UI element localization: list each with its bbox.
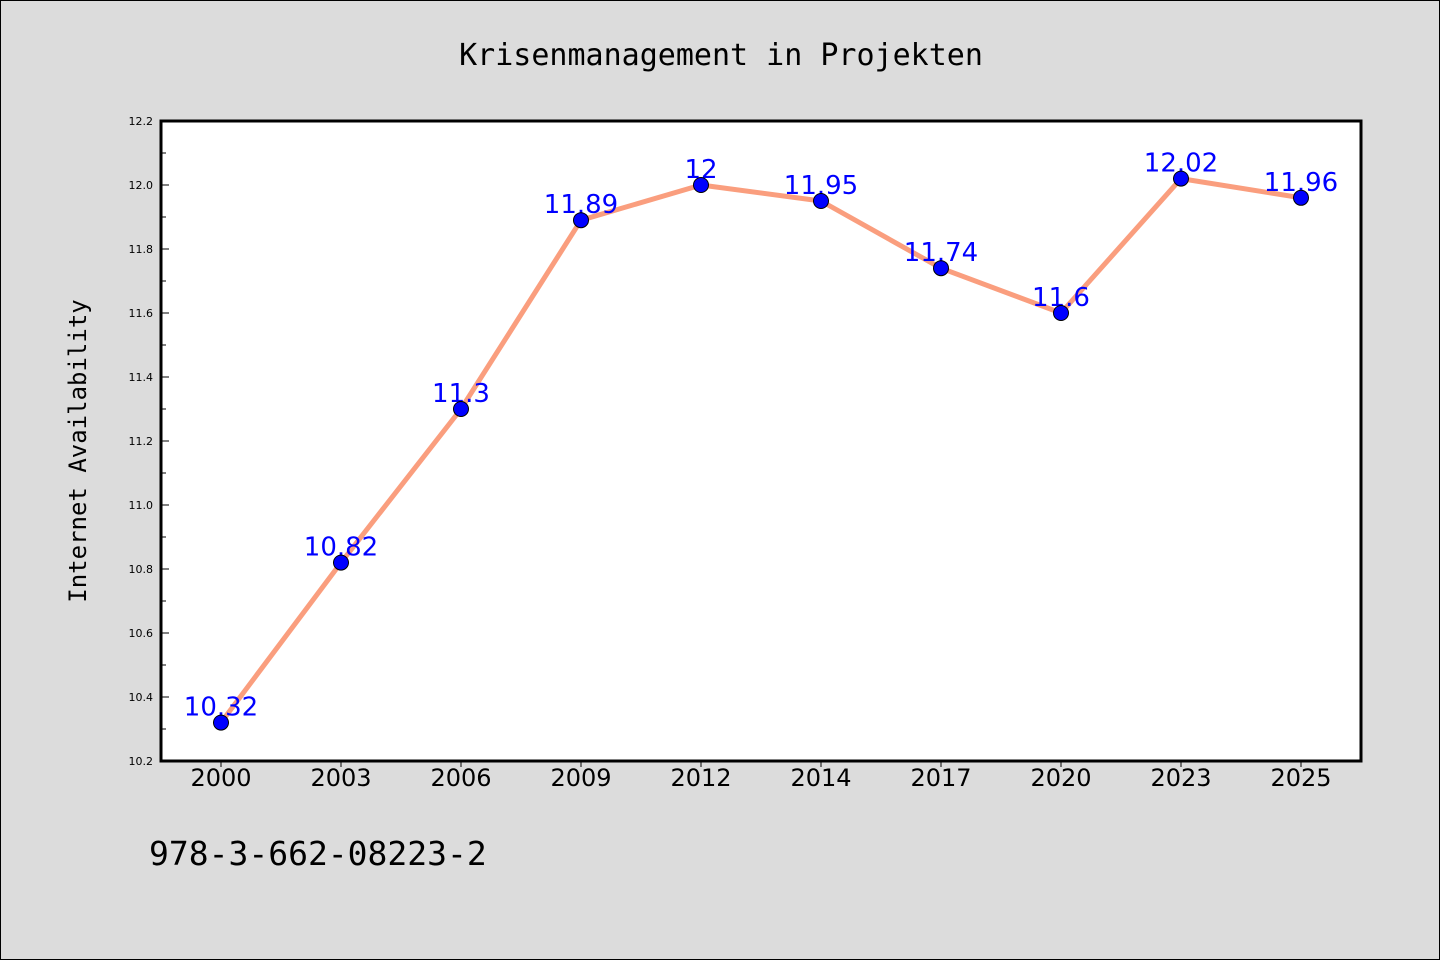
y-axis-label: Internet Availability	[64, 299, 92, 602]
y-tick-label: 11.8	[129, 243, 154, 256]
data-point	[1293, 189, 1309, 206]
x-tick-label: 2009	[550, 764, 611, 792]
y-tick-label: 10.4	[129, 691, 154, 704]
data-point	[933, 260, 949, 277]
y-tick-label: 12.0	[129, 179, 154, 192]
y-tick-label: 11.2	[129, 435, 154, 448]
data-point	[813, 193, 829, 209]
series-layer: 10.3210.8211.311.891211.9511.7411.612.02…	[184, 149, 1338, 731]
x-axis: 2000 2003 2006 2009 2012 2014 2017 2020 2023 2025	[190, 761, 1332, 792]
data-point	[1053, 305, 1069, 321]
chart-title: Krisenmanagement in Projekten	[459, 38, 983, 73]
x-tick-label: 2012	[670, 764, 731, 792]
x-tick-label: 2003	[310, 764, 371, 792]
y-tick-label: 11.4	[129, 371, 154, 384]
y-axis: 10.2 10.4 10.6 10.8 11.0 11.2 11.4 11.6 11.8 12.0…	[129, 115, 169, 768]
y-tick-label: 11.6	[129, 307, 154, 320]
x-tick-label: 2017	[910, 764, 971, 792]
data-point	[573, 212, 589, 229]
x-tick-label: 2014	[790, 764, 851, 792]
x-tick-label: 2025	[1270, 764, 1331, 792]
x-tick-label: 2006	[430, 764, 491, 792]
plot-area	[161, 121, 1361, 761]
data-point	[213, 714, 229, 731]
x-tick-label: 2023	[1150, 764, 1211, 792]
series-line	[218, 176, 1304, 726]
isbn-text: 978-3-662-08223-2	[149, 834, 487, 873]
x-tick-label: 2000	[190, 764, 251, 792]
y-tick-label: 11.0	[129, 499, 154, 512]
plot-frame	[159, 119, 1363, 763]
y-tick-label: 12.2	[129, 115, 154, 128]
y-tick-label: 10.8	[129, 563, 154, 576]
data-point	[693, 177, 709, 193]
data-point	[1173, 170, 1189, 187]
y-tick-label: 10.6	[129, 627, 154, 640]
data-point	[333, 554, 349, 571]
data-point	[453, 401, 469, 417]
y-tick-label: 10.2	[129, 755, 154, 768]
x-tick-label: 2020	[1030, 764, 1091, 792]
